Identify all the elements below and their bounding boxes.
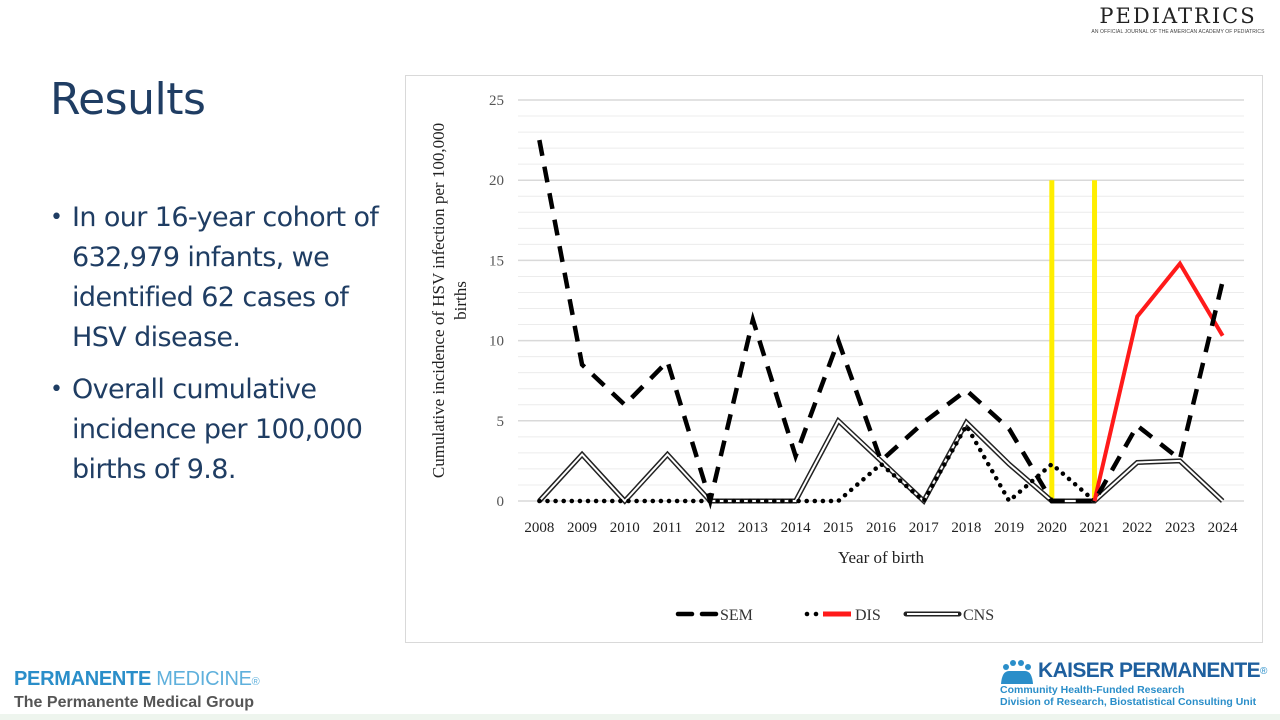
brand-light: MEDICINE: [156, 668, 252, 690]
dis-line-red: [1092, 260, 1225, 502]
y-tick-label: 5: [497, 414, 505, 430]
x-tick-label: 2022: [1122, 520, 1152, 536]
bottom-strip: [0, 714, 1280, 720]
kp-people-icon: [1001, 660, 1033, 684]
legend: SEM DIS CNS: [675, 607, 994, 624]
y-tick-label: 20: [489, 173, 504, 189]
legend-dis-dot: [813, 611, 819, 617]
x-tick-label: 2015: [823, 520, 853, 536]
y-tick-label: 25: [489, 93, 504, 109]
x-tick-label: 2013: [738, 520, 768, 536]
y-axis-label-line-1: Cumulative incidence of HSV infection pe…: [429, 123, 448, 478]
bullet-text: Overall cumulative incidence per 100,000…: [72, 374, 363, 485]
brand-bold: PERMANENTE: [14, 668, 152, 690]
journal-name: PEDIATRICS: [1099, 4, 1257, 28]
x-tick-label: 2017: [909, 520, 940, 536]
slide-title: Results: [50, 74, 206, 125]
y-tick-labels: 0 5 10 15 20 25: [489, 93, 504, 510]
x-tick-label: 2016: [866, 520, 897, 536]
x-tick-label: 2009: [567, 520, 597, 536]
kaiser-permanente-logo: KAISER PERMANENTE ® Community Health-Fund…: [1000, 658, 1280, 708]
bullet-list: • In our 16-year cohort of 632,979 infant…: [50, 198, 380, 502]
kp-subtitle-1: Community Health-Funded Research: [1000, 684, 1185, 696]
permanente-medicine-wordmark: PERMANENTE MEDICINE®: [14, 668, 260, 691]
kp-registered-mark: ®: [1260, 665, 1268, 677]
y-axis-label-line-2: births: [451, 281, 470, 320]
bullet-text: In our 16-year cohort of 632,979 infants…: [72, 202, 379, 353]
x-tick-label: 2024: [1208, 520, 1239, 536]
journal-logo: PEDIATRICS AN OFFICIAL JOURNAL OF THE AM…: [1088, 4, 1268, 35]
legend-dis-dot: [804, 611, 810, 617]
cns-line-inner: [538, 419, 1224, 503]
sem-line: [537, 139, 1225, 510]
bullet-item: • Overall cumulative incidence per 100,00…: [50, 370, 380, 490]
chart-frame: 0 5 10 15 20 25 2008 2009 2010 2011 2012 2013 2014 2…: [405, 75, 1263, 643]
x-tick-label: 2018: [951, 520, 981, 536]
y-tick-label: 0: [497, 494, 505, 510]
legend-label-cns: CNS: [963, 607, 994, 624]
dis-line-dotted: [537, 421, 1097, 505]
x-tick-label: 2021: [1080, 520, 1110, 536]
kp-subtitle-2: Division of Research, Biostatistical Con…: [1000, 696, 1257, 708]
y-tick-label: 15: [489, 253, 504, 269]
series-lines: [537, 139, 1225, 510]
kp-wordmark: KAISER PERMANENTE: [1038, 659, 1261, 682]
x-tick-label: 2010: [610, 520, 640, 536]
annotation-lines: [1049, 180, 1098, 501]
x-tick-labels: 2008 2009 2010 2011 2012 2013 2014 2015 2016 2017…: [524, 520, 1238, 536]
x-axis-label: Year of birth: [838, 548, 925, 567]
x-tick-label: 2008: [524, 520, 554, 536]
x-tick-label: 2019: [994, 520, 1024, 536]
journal-tagline: AN OFFICIAL JOURNAL OF THE AMERICAN ACAD…: [1091, 29, 1265, 35]
x-tick-label: 2020: [1037, 520, 1067, 536]
x-tick-label: 2023: [1165, 520, 1195, 536]
bullet-icon: •: [50, 377, 63, 402]
y-tick-label: 10: [489, 334, 504, 350]
bullet-item: • In our 16-year cohort of 632,979 infant…: [50, 198, 380, 358]
grid-lines: [518, 99, 1244, 502]
bullet-icon: •: [50, 205, 63, 230]
legend-label-dis: DIS: [855, 607, 881, 624]
permanente-medicine-logo: PERMANENTE MEDICINE® The Permanente Medi…: [14, 668, 260, 712]
x-tick-label: 2014: [781, 520, 812, 536]
x-tick-label: 2012: [695, 520, 725, 536]
x-tick-label: 2011: [653, 520, 682, 536]
tpmg-subtitle: The Permanente Medical Group: [14, 694, 255, 711]
registered-mark: ®: [251, 676, 260, 688]
legend-label-sem: SEM: [720, 607, 753, 624]
